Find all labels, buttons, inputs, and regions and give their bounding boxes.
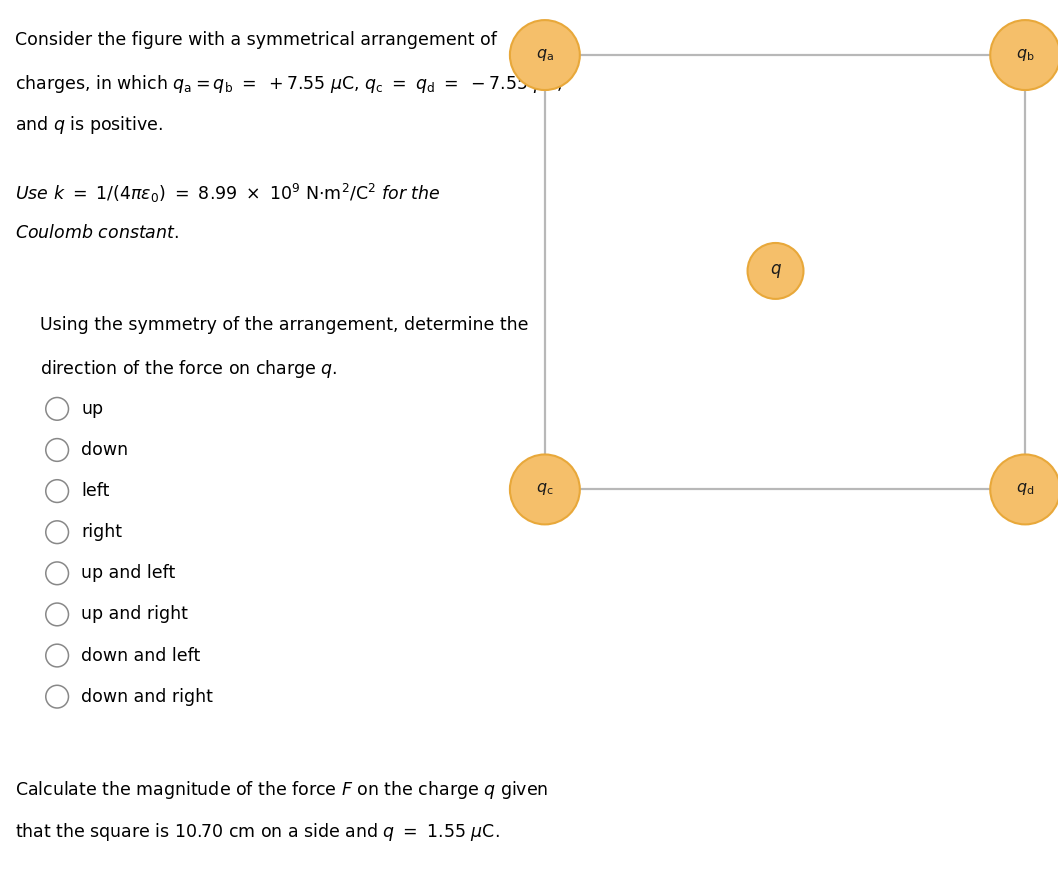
Text: $q_\mathrm{c}$: $q_\mathrm{c}$ <box>536 482 553 497</box>
Text: $\mathit{Coulomb\ constant.}$: $\mathit{Coulomb\ constant.}$ <box>15 224 179 241</box>
Text: $q_\mathrm{a}$: $q_\mathrm{a}$ <box>536 47 553 63</box>
Text: $\mathit{Use}\ k\ =\ 1/(4\pi\epsilon_0)\ =\ 8.99\ \times\ 10^9\ \mathrm{N{\cdot}: $\mathit{Use}\ k\ =\ 1/(4\pi\epsilon_0)\… <box>15 182 440 205</box>
Ellipse shape <box>510 20 580 90</box>
Text: left: left <box>81 482 110 500</box>
Text: that the square is 10.70 cm on a side and $q\ =\ 1.55\ \mu$C.: that the square is 10.70 cm on a side an… <box>15 821 499 843</box>
Text: up and right: up and right <box>81 606 188 623</box>
Ellipse shape <box>990 454 1058 524</box>
Ellipse shape <box>510 454 580 524</box>
Text: up and left: up and left <box>81 565 176 582</box>
Text: Using the symmetry of the arrangement, determine the: Using the symmetry of the arrangement, d… <box>40 316 529 334</box>
Text: $q$: $q$ <box>769 262 782 280</box>
Text: charges, in which $q_\mathrm{a} = q_\mathrm{b}\ =\ +7.55\ \mu$C, $q_\mathrm{c}\ : charges, in which $q_\mathrm{a} = q_\mat… <box>15 73 562 94</box>
Text: and $q$ is positive.: and $q$ is positive. <box>15 114 163 136</box>
Text: up: up <box>81 400 104 418</box>
Text: down and right: down and right <box>81 688 213 705</box>
Ellipse shape <box>748 243 803 299</box>
Text: direction of the force on charge $q$.: direction of the force on charge $q$. <box>40 357 338 380</box>
Text: $q_\mathrm{d}$: $q_\mathrm{d}$ <box>1016 482 1035 497</box>
Ellipse shape <box>990 20 1058 90</box>
Text: Calculate the magnitude of the force $F$ on the charge $q$ given: Calculate the magnitude of the force $F$… <box>15 779 548 801</box>
Text: right: right <box>81 524 122 541</box>
Text: down: down <box>81 441 128 459</box>
Text: Consider the figure with a symmetrical arrangement of: Consider the figure with a symmetrical a… <box>15 31 496 49</box>
Text: $q_\mathrm{b}$: $q_\mathrm{b}$ <box>1016 47 1035 63</box>
Text: down and left: down and left <box>81 647 200 664</box>
